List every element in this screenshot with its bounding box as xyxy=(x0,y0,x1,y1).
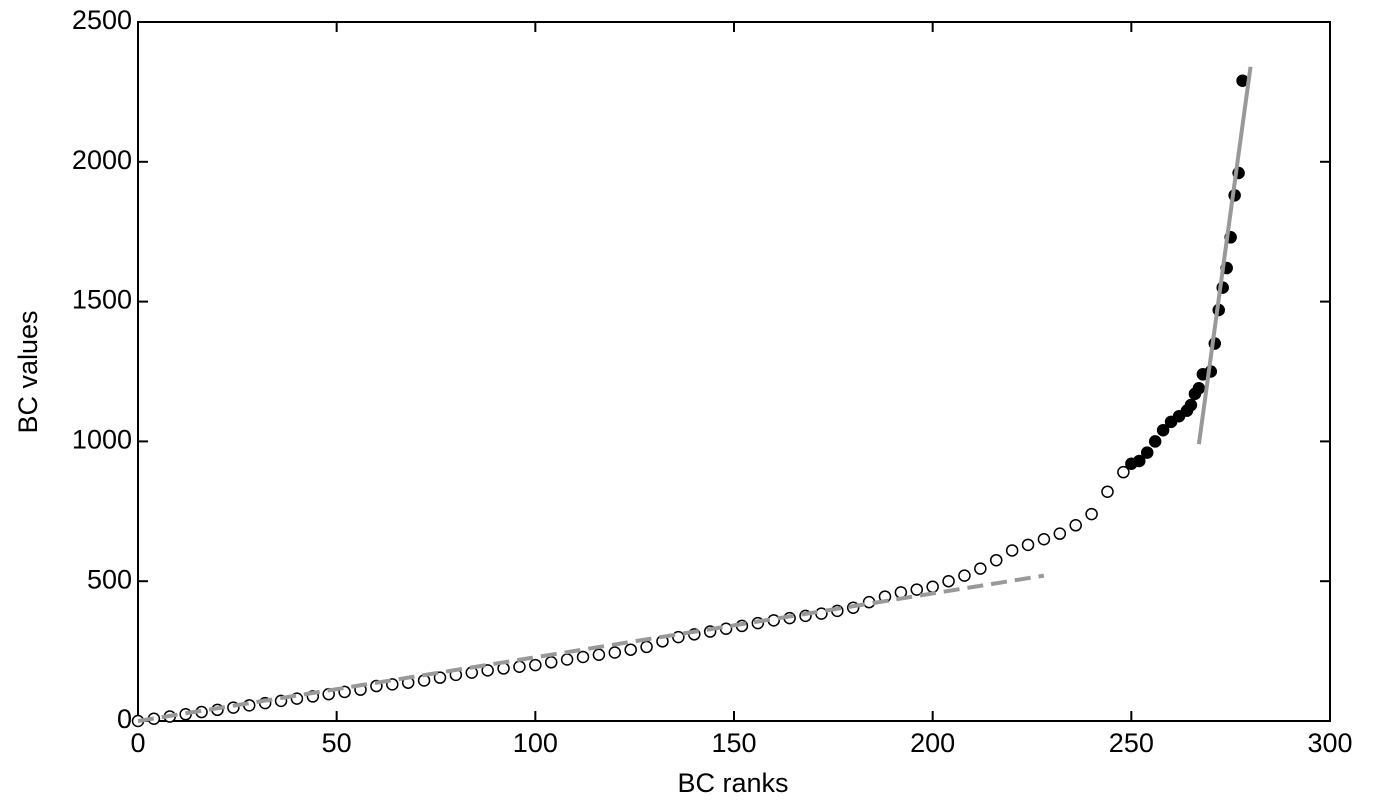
dashed-fit-line xyxy=(137,573,1045,723)
open-point xyxy=(942,574,955,588)
open-point xyxy=(989,553,1003,567)
y-tick-label: 1500 xyxy=(72,285,132,315)
y-tick-label: 2000 xyxy=(72,145,132,175)
open-point xyxy=(513,660,526,674)
open-point xyxy=(1021,538,1035,552)
y-tick-label: 1000 xyxy=(72,425,132,455)
open-point xyxy=(544,656,558,669)
x-tick-label: 150 xyxy=(711,728,756,758)
filled-point xyxy=(1140,446,1154,459)
open-point xyxy=(576,650,590,664)
open-point xyxy=(910,583,924,596)
open-point xyxy=(926,580,939,594)
fit-line xyxy=(1196,66,1253,445)
filled-point xyxy=(1192,382,1206,395)
open-point xyxy=(1037,533,1051,546)
x-tick-label: 100 xyxy=(513,728,558,758)
open-point xyxy=(1069,519,1082,532)
y-tick-label: 500 xyxy=(87,564,132,594)
open-point xyxy=(958,569,971,582)
filled-point xyxy=(1148,435,1162,448)
y-axis-label: BC values xyxy=(13,310,43,433)
open-point xyxy=(608,646,622,659)
y-tick-label: 2500 xyxy=(72,5,132,35)
open-point xyxy=(1117,465,1130,479)
x-tick-label: 250 xyxy=(1109,728,1154,758)
open-point xyxy=(1005,544,1019,557)
x-tick-label: 50 xyxy=(322,728,352,758)
x-axis-label: BC ranks xyxy=(677,768,788,798)
open-point xyxy=(640,640,653,654)
open-point xyxy=(592,648,606,661)
filled-point xyxy=(1133,454,1146,468)
open-point xyxy=(560,653,574,666)
plot-frame xyxy=(137,21,1331,722)
open-point xyxy=(624,643,637,656)
open-point xyxy=(481,664,494,677)
x-tick-label: 300 xyxy=(1307,728,1352,758)
filled-point xyxy=(1156,423,1170,437)
y-tick-label: 0 xyxy=(117,704,132,734)
open-point xyxy=(529,658,542,672)
open-point xyxy=(1053,527,1067,540)
open-point xyxy=(1085,507,1098,521)
x-tick-label: 0 xyxy=(130,728,145,758)
open-point xyxy=(1101,485,1114,498)
x-tick-label: 200 xyxy=(910,728,955,758)
open-point xyxy=(974,562,987,575)
filled-point xyxy=(1184,398,1198,412)
